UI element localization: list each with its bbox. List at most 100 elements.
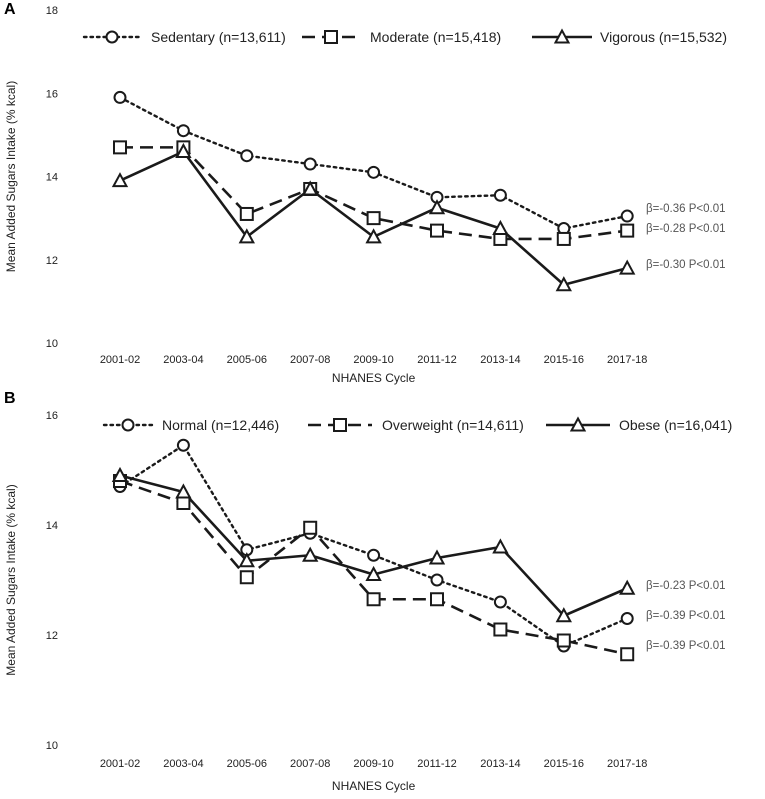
data-point-series-2 <box>239 206 254 221</box>
x-tick-label: 2009-10 <box>353 354 393 366</box>
y-tick-label: 12 <box>46 255 58 267</box>
data-point-series-2 <box>493 622 508 637</box>
x-tick-label: 2007-08 <box>290 354 330 366</box>
data-point-series-3 <box>555 276 572 292</box>
data-point-series-1 <box>367 548 381 562</box>
data-point-series-1 <box>367 165 381 179</box>
legend-label: Normal (n=12,446) <box>162 417 279 433</box>
data-point-series-3 <box>238 228 255 244</box>
data-point-series-2 <box>620 647 635 662</box>
y-tick-label: 12 <box>46 630 58 642</box>
y-tick-label: 16 <box>46 88 58 100</box>
data-point-series-2 <box>303 520 318 535</box>
data-point-series-1 <box>620 612 634 625</box>
x-tick-label: 2011-12 <box>417 354 457 366</box>
data-point-series-3 <box>619 579 636 595</box>
x-tick-label: 2003-04 <box>163 758 203 770</box>
data-point-series-1 <box>176 438 190 452</box>
trend-annotation: β=-0.39 P<0.01 <box>646 610 726 622</box>
trend-annotation: β=-0.23 P<0.01 <box>646 580 726 592</box>
legend-marker-1 <box>121 418 135 432</box>
legend-label: Vigorous (n=15,532) <box>600 29 727 45</box>
data-point-series-1 <box>430 573 444 587</box>
data-point-series-2 <box>176 496 191 510</box>
data-point-series-1 <box>240 149 254 163</box>
data-point-series-3 <box>175 483 192 499</box>
series-line-2 <box>120 146 628 241</box>
series-line-1 <box>118 96 629 230</box>
series-line-1 <box>118 444 629 648</box>
data-point-series-3 <box>302 546 319 562</box>
y-tick-label: 16 <box>46 410 58 422</box>
panel-b: B 10 12 14 16 Mean Added Sugars Intake (% kca… <box>4 390 732 793</box>
data-point-series-3 <box>555 607 572 623</box>
x-tick-label: 2001-02 <box>100 758 140 770</box>
data-point-series-3 <box>175 142 192 159</box>
data-point-series-3 <box>111 172 129 188</box>
y-tick-label: 10 <box>46 338 58 350</box>
panel-letter: A <box>4 1 16 18</box>
y-tick-label: 14 <box>46 520 58 532</box>
x-tick-label: 2003-04 <box>163 354 203 366</box>
x-tick-label: 2015-16 <box>544 354 584 366</box>
trend-annotation: β=-0.30 P<0.01 <box>646 259 726 271</box>
x-tick-label: 2009-10 <box>353 758 393 770</box>
x-tick-label: 2005-06 <box>227 354 267 366</box>
data-point-series-1 <box>620 209 634 223</box>
panel-letter: B <box>4 390 16 407</box>
data-point-series-1 <box>493 595 507 609</box>
data-point-series-2 <box>620 223 635 238</box>
data-point-series-2 <box>366 592 381 607</box>
y-tick-label: 14 <box>46 172 58 184</box>
data-point-series-2 <box>430 223 444 238</box>
data-point-series-1 <box>113 90 127 104</box>
x-axis-title: NHANES Cycle <box>332 371 416 385</box>
data-point-series-3 <box>365 228 382 244</box>
data-point-series-3 <box>111 466 129 482</box>
panel-a: A 10 12 14 16 18 Mean Added Sugars Intake (% k… <box>4 1 727 385</box>
x-tick-label: 2013-14 <box>480 354 520 366</box>
data-point-series-3 <box>492 538 509 554</box>
legend-label: Moderate (n=15,418) <box>370 29 501 45</box>
legend-marker-2 <box>324 30 338 44</box>
x-tick-label: 2007-08 <box>290 758 330 770</box>
data-point-series-3 <box>238 552 255 568</box>
legend-marker-3 <box>569 416 587 432</box>
x-tick-label: 2017-18 <box>607 354 647 366</box>
trend-annotation: β=-0.39 P<0.01 <box>646 640 726 652</box>
data-point-series-1 <box>176 124 190 138</box>
data-point-series-2 <box>239 570 254 585</box>
trend-annotation: β=-0.36 P<0.01 <box>646 203 726 215</box>
data-point-series-3 <box>428 549 446 565</box>
x-axis-title: NHANES Cycle <box>332 779 416 793</box>
legend-marker-1 <box>105 30 119 44</box>
legend-label: Obese (n=16,041) <box>619 417 732 433</box>
data-point-series-3 <box>302 180 319 196</box>
data-point-series-3 <box>492 219 509 236</box>
legend-label: Overweight (n=14,611) <box>382 417 524 433</box>
y-axis-title: Mean Added Sugars Intake (% kcal) <box>4 81 18 272</box>
data-point-series-2 <box>366 211 381 226</box>
legend-marker-3 <box>553 28 571 44</box>
y-axis-title: Mean Added Sugars Intake (% kcal) <box>4 484 18 675</box>
legend-label: Sedentary (n=13,611) <box>151 29 286 45</box>
x-tick-label: 2005-06 <box>227 758 267 770</box>
data-point-series-1 <box>493 188 507 202</box>
legend-marker-2 <box>333 418 347 432</box>
x-tick-label: 2015-16 <box>544 758 584 770</box>
y-tick-label: 18 <box>46 5 58 17</box>
data-point-series-3 <box>619 259 636 275</box>
data-point-series-2 <box>556 633 571 648</box>
y-tick-label: 10 <box>46 740 58 752</box>
x-tick-label: 2013-14 <box>480 758 520 770</box>
x-tick-label: 2011-12 <box>417 758 457 770</box>
data-point-series-3 <box>365 565 382 581</box>
data-point-series-3 <box>428 199 446 215</box>
x-tick-label: 2017-18 <box>607 758 647 770</box>
trend-annotation: β=-0.28 P<0.01 <box>646 223 726 235</box>
data-point-series-2 <box>556 231 571 246</box>
data-point-series-2 <box>113 140 127 155</box>
x-tick-label: 2001-02 <box>100 354 140 366</box>
data-point-series-2 <box>430 592 444 607</box>
